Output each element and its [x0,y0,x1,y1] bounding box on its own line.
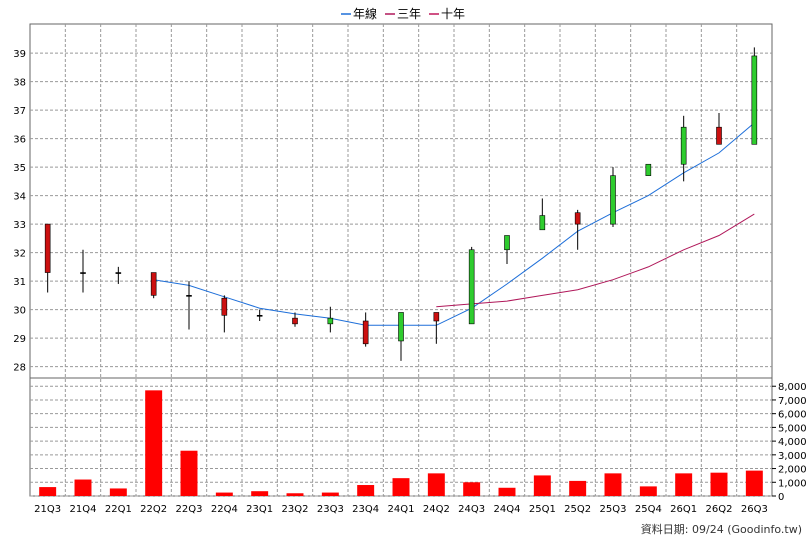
price-tick-label: 34 [13,192,26,203]
category-label: 23Q4 [352,504,379,515]
category-label: 26Q3 [741,504,768,515]
volume-bar [745,470,763,496]
volume-tick-label: 5,000 [778,423,807,434]
candle-body [44,223,51,273]
candle-body [751,55,758,145]
candle-body [186,295,192,297]
volume-bar [251,491,269,496]
candle-body [645,163,652,176]
volume-bar [463,482,481,496]
volume-bar [533,475,551,496]
candle-body [256,314,263,317]
candle-body [398,312,404,342]
candle-body [115,272,122,274]
volume-bar [357,485,375,496]
legend-label: 十年 [441,7,465,21]
plot-frame [29,23,773,497]
volume-bar [604,473,622,496]
category-label: 22Q1 [105,504,132,515]
price-tick-label: 29 [13,334,26,345]
candle-body [362,320,369,345]
category-label: 25Q4 [635,504,662,515]
volume-tick-label: 3,000 [778,451,807,462]
volume-bar [39,487,57,496]
volume-bar [675,473,693,496]
category-label: 21Q4 [70,504,97,515]
volume-bar [569,480,587,496]
category-label: 24Q3 [458,504,485,515]
price-tick-label: 32 [13,249,26,260]
volume-tick-label: 1,000 [778,478,807,489]
volume-bar [392,478,410,496]
category-label: 26Q1 [670,504,697,515]
category-label: 24Q1 [388,504,415,515]
volume-tick-label: 8,000 [778,382,807,393]
category-label: 22Q3 [176,504,203,515]
volume-bar [427,473,445,496]
candle-body [468,249,475,325]
candle-body [504,235,510,251]
price-tick-label: 38 [13,78,26,89]
volume-bar [145,390,163,496]
category-label: 24Q4 [494,504,521,515]
category-label: 25Q1 [529,504,556,515]
volume-bar [109,488,127,496]
price-tick-label: 30 [13,306,26,317]
volume-tick-label: 6,000 [778,410,807,421]
category-label: 24Q2 [423,504,450,515]
price-tick-label: 36 [13,135,26,146]
price-tick-label: 31 [13,277,26,288]
candle-body [327,317,334,325]
candle-body [539,215,546,231]
volume-bar [321,492,339,496]
candle-body [80,272,86,274]
volume-bar [498,487,516,496]
candle-body [610,175,616,225]
volume-bar [180,450,198,496]
price-tick-label: 33 [13,220,26,231]
category-label: 26Q2 [706,504,733,515]
legend-label: 年線 [353,6,377,21]
volume-bar [74,479,92,496]
category-label: 23Q2 [282,504,309,515]
category-label: 21Q3 [34,504,61,515]
legend-label: 三年 [397,7,421,21]
candle-body [433,312,440,322]
volume-bar [710,472,728,496]
candle-body [221,297,228,316]
category-label: 25Q3 [600,504,627,515]
category-label: 22Q4 [211,504,238,515]
volume-tick-label: 4,000 [778,437,807,448]
volume-tick-label: 0 [778,492,784,503]
candle-body [292,317,298,325]
price-tick-label: 39 [13,49,26,60]
volume-bar [215,492,233,496]
category-label: 23Q3 [317,504,344,515]
series-line [436,213,755,308]
category-label: 22Q2 [140,504,167,515]
price-tick-label: 28 [13,363,26,374]
candle-body [680,126,687,165]
price-tick-label: 37 [13,106,26,117]
category-label: 23Q1 [246,504,273,515]
candle-body [716,126,722,145]
volume-bar [286,493,304,496]
volume-tick-label: 2,000 [778,465,807,476]
category-label: 25Q2 [564,504,591,515]
volume-bar [639,486,657,496]
series-line [153,122,755,326]
volume-tick-label: 7,000 [778,396,807,407]
candle-body [150,272,157,296]
footer-note: 資料日期: 09/24 (Goodinfo.tw) [640,523,802,536]
candle-body [574,212,581,225]
price-tick-label: 35 [13,163,26,174]
